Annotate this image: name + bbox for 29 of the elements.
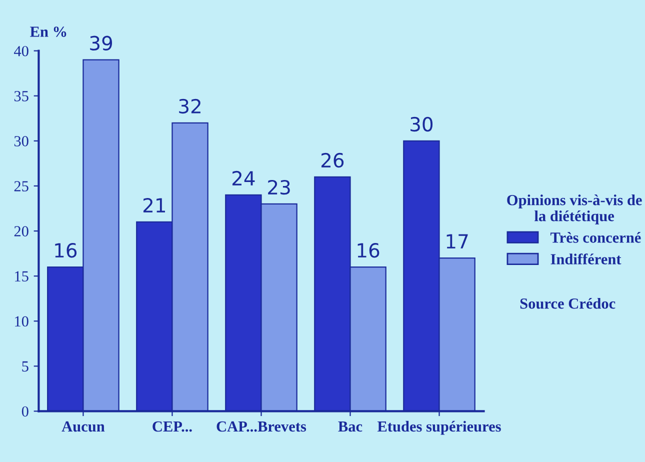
y-tick-label: 35 xyxy=(14,91,28,102)
data-label: 21 xyxy=(143,198,165,212)
y-tick-label: 30 xyxy=(14,136,28,146)
data-label: 32 xyxy=(179,98,200,114)
y-tick-label: 20 xyxy=(14,226,28,236)
y-tick-label: 40 xyxy=(14,46,28,56)
y-tick-label: 5 xyxy=(22,361,28,372)
data-label: 23 xyxy=(268,180,290,195)
data-label: 16 xyxy=(55,243,77,258)
y-tick-label: 15 xyxy=(15,271,28,282)
y-tick-label: 25 xyxy=(14,181,28,192)
x-tick-label: Aucun xyxy=(62,421,105,432)
data-label: 17 xyxy=(446,234,468,248)
x-tick-label: Etudes supérieures xyxy=(377,420,501,435)
x-tick-label: CAP...Brevets xyxy=(216,421,306,432)
data-label: 30 xyxy=(410,116,433,132)
x-tick-label: CEP... xyxy=(152,421,192,432)
y-axis-title: En % xyxy=(30,26,66,37)
data-label: 39 xyxy=(90,36,112,51)
y-tick-label: 0 xyxy=(22,406,28,417)
x-tick-label: Bac xyxy=(338,422,362,432)
legend-label: Indifférent xyxy=(550,254,622,264)
legend-label: Très concerné xyxy=(550,232,641,243)
y-tick-label: 10 xyxy=(15,316,28,327)
data-label: 24 xyxy=(232,170,255,186)
source-note: Source Crédoc xyxy=(520,298,616,309)
data-label: 16 xyxy=(358,243,380,258)
data-label: 26 xyxy=(321,152,344,168)
legend-title: Opinions vis-à-vis de la diététique xyxy=(507,194,642,224)
